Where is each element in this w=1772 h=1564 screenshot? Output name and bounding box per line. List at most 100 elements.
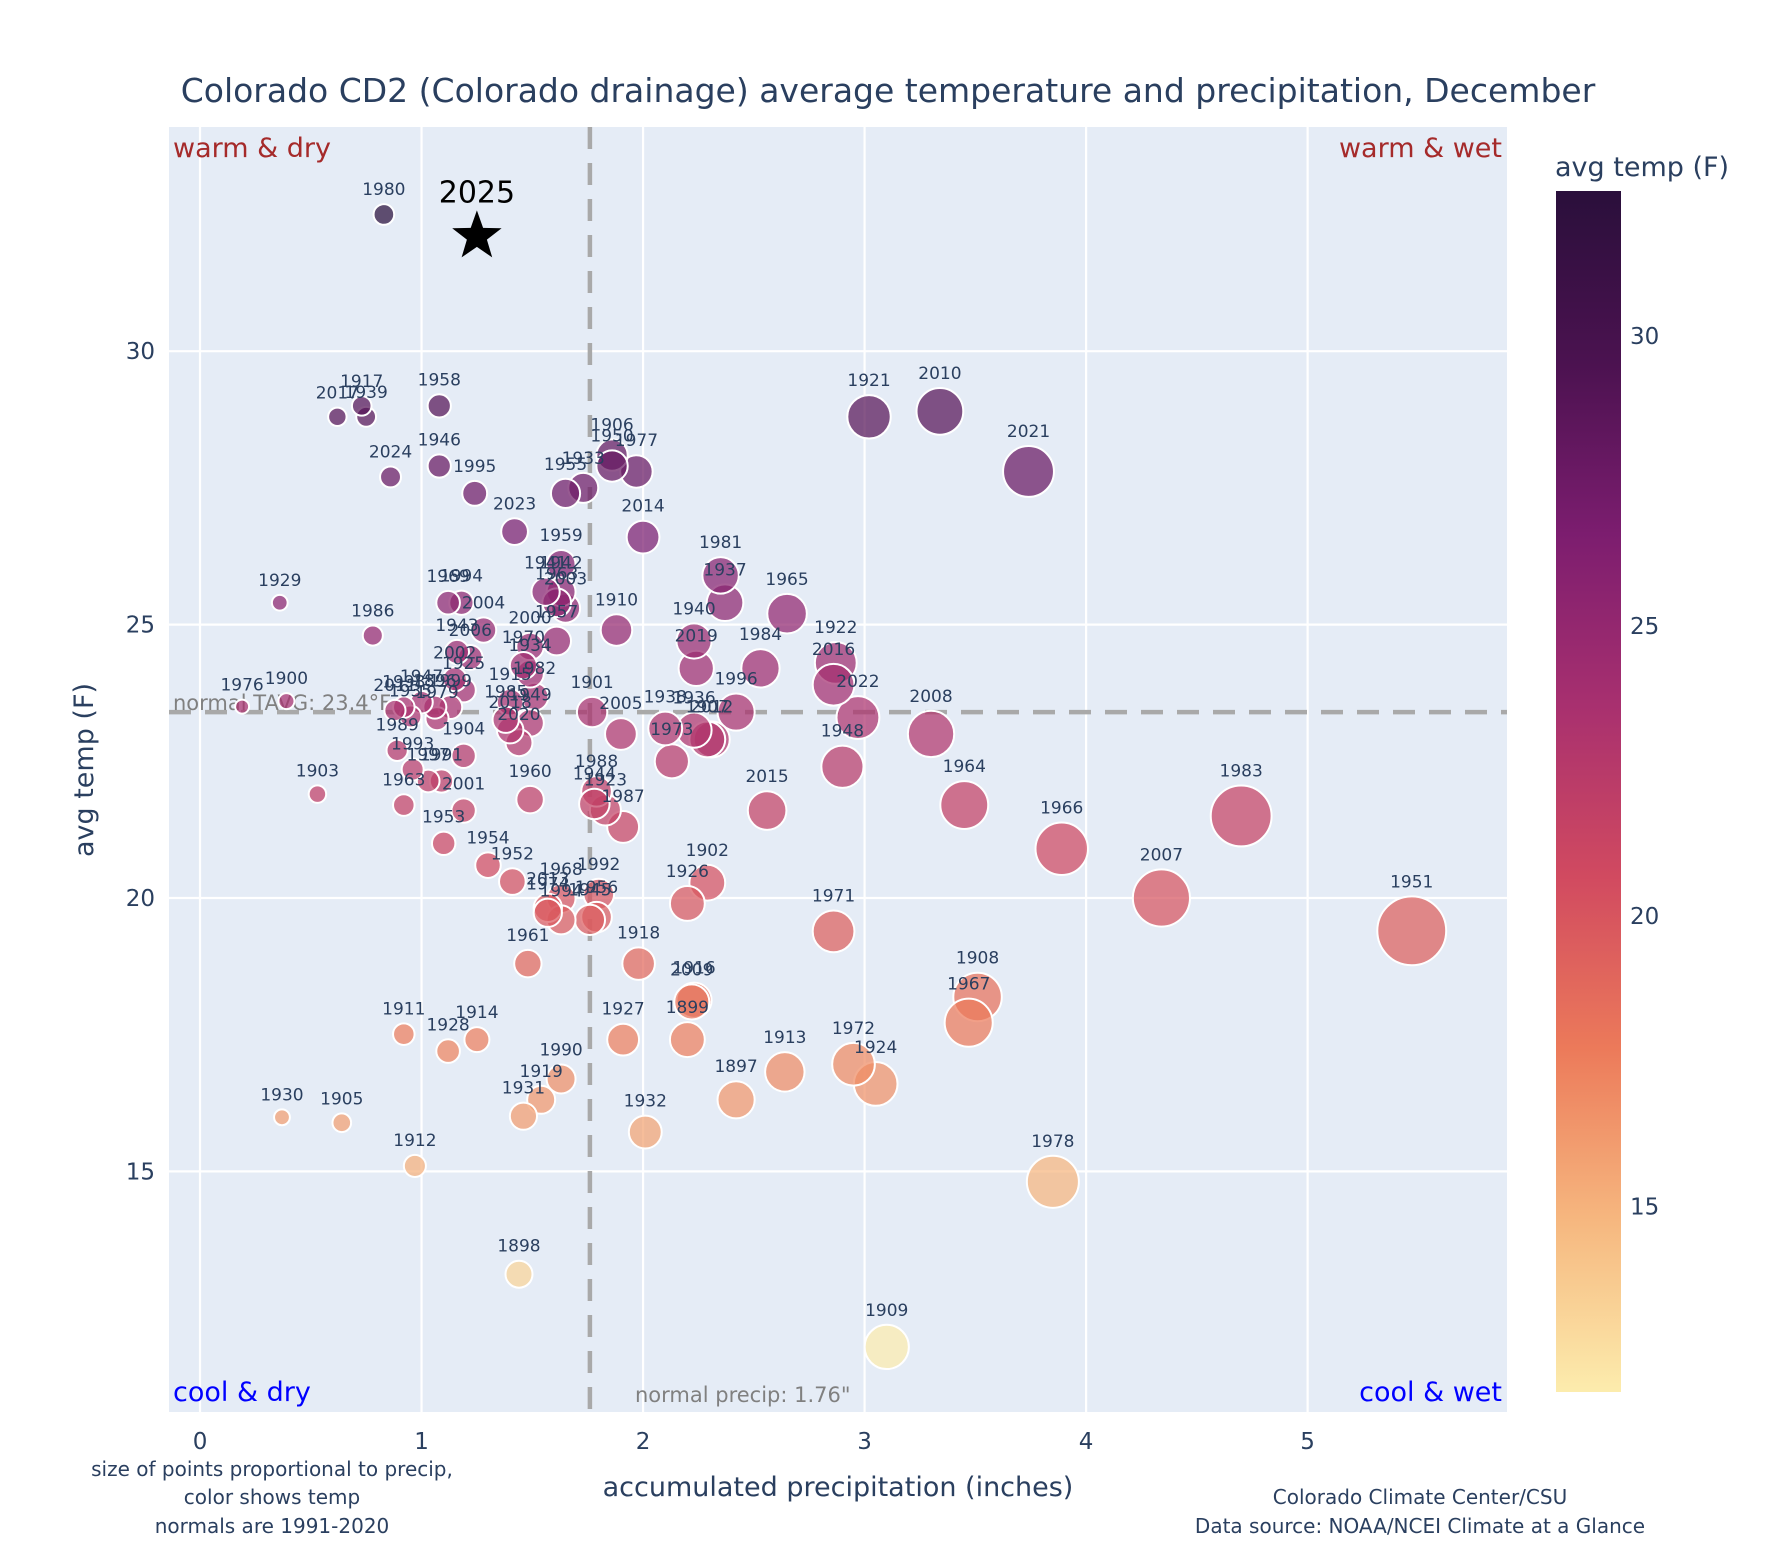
data-label: 2021 <box>1007 422 1050 442</box>
data-label: 1901 <box>570 673 613 693</box>
data-label: 1995 <box>453 457 496 477</box>
data-label: 1896 <box>413 672 456 692</box>
colorbar-tick-label: 30 <box>1630 324 1659 350</box>
x-tick-label: 2 <box>636 1429 651 1455</box>
note-left-line-2: color shows temp <box>184 1485 360 1509</box>
data-point <box>811 909 856 954</box>
data-label: 1932 <box>624 1092 667 1112</box>
data-point <box>426 393 452 419</box>
data-point <box>1131 868 1191 928</box>
data-point <box>1002 445 1055 498</box>
data-label: 1911 <box>382 999 425 1019</box>
data-point <box>273 1108 291 1127</box>
star-marker <box>452 210 502 258</box>
note-left-line-1: size of points proportional to precip, <box>91 1457 453 1481</box>
data-label: 1993 <box>391 735 434 755</box>
data-point <box>491 705 520 734</box>
data-point <box>1376 895 1448 967</box>
data-label: 1981 <box>699 533 742 553</box>
data-point <box>307 784 328 804</box>
data-point <box>627 1114 663 1150</box>
data-point <box>835 695 881 740</box>
x-tick-label: 4 <box>1079 1429 1094 1455</box>
data-point <box>435 589 461 616</box>
data-point <box>863 1323 910 1371</box>
x-tick-label: 0 <box>193 1429 208 1455</box>
data-label: 1957 <box>535 603 578 623</box>
data-label: 1982 <box>513 659 556 679</box>
data-label: 1952 <box>491 844 534 864</box>
data-label: 1971 <box>812 886 855 906</box>
data-label: 1928 <box>426 1015 469 1035</box>
data-label: 1954 <box>466 828 509 848</box>
quadrant-label-warm-dry: warm & dry <box>173 133 331 164</box>
colorbar <box>1556 191 1621 1392</box>
data-label: 1922 <box>814 618 857 638</box>
data-label: 1923 <box>584 770 627 790</box>
data-point <box>435 1038 461 1064</box>
data-label: 1999 <box>429 671 472 691</box>
data-label: 1908 <box>956 949 999 969</box>
data-label: 1992 <box>577 855 620 875</box>
data-point <box>450 742 477 770</box>
point-labels: 1951 1983 2007 1966 1978 2021 1908 1967 1964 2010… <box>220 180 1433 1321</box>
data-label: 1996 <box>714 670 757 690</box>
data-point <box>575 695 609 729</box>
data-label: 2014 <box>621 497 664 517</box>
data-label: 1935 <box>389 682 432 702</box>
data-label: 1921 <box>847 371 890 391</box>
data-label: 1945 <box>568 881 611 901</box>
data-label: 2005 <box>599 694 642 714</box>
data-label: 1947 <box>400 667 443 687</box>
data-label: 1969 <box>426 567 469 587</box>
data-label: 2022 <box>836 672 879 692</box>
data-label: 1990 <box>539 1041 582 1061</box>
data-label: 1915 <box>489 665 532 685</box>
data-label: 2001 <box>442 774 485 794</box>
data-label: 1968 <box>539 860 582 880</box>
data-point <box>270 593 289 612</box>
colorbar-title: avg temp (F) <box>1555 152 1729 183</box>
data-point <box>675 622 713 660</box>
data-label: 1943 <box>435 616 478 636</box>
data-label: 1959 <box>539 526 582 546</box>
data-point <box>331 1112 353 1134</box>
data-label: 1897 <box>714 1057 757 1077</box>
data-point <box>441 666 468 693</box>
data-label: 1976 <box>220 676 263 696</box>
data-point <box>508 651 539 681</box>
data-label: 2024 <box>369 442 412 462</box>
y-axis-title: avg temp (F) <box>69 683 100 857</box>
data-label: 2000 <box>508 609 551 629</box>
data-label: 1944 <box>573 765 616 785</box>
data-label: 2008 <box>909 687 952 707</box>
data-label: 1998 <box>382 672 425 692</box>
x-tick-label: 1 <box>414 1429 429 1455</box>
data-label: 1972 <box>832 1019 875 1039</box>
data-label: 1900 <box>265 669 308 689</box>
data-label: 1899 <box>666 998 709 1018</box>
data-label: 1927 <box>601 1000 644 1020</box>
data-label: 1994 <box>440 567 483 587</box>
data-point <box>1209 784 1273 848</box>
data-point <box>604 717 638 751</box>
data-label: 1934 <box>508 636 551 656</box>
data-point <box>450 797 477 824</box>
data-point <box>426 453 452 479</box>
data-label: 1985 <box>484 683 527 703</box>
data-point <box>766 592 808 635</box>
data-point <box>906 709 956 759</box>
colorbar-ticks: 15 20 25 30 <box>1630 324 1659 1220</box>
data-point <box>430 830 457 857</box>
data-point <box>746 790 788 831</box>
y-axis-ticks: 15 20 25 30 <box>126 339 155 1185</box>
data-label: 1919 <box>520 1062 563 1082</box>
note-left-line-3: normals are 1991-2020 <box>155 1514 390 1538</box>
data-label: 1936 <box>672 689 715 709</box>
data-point <box>508 1101 539 1131</box>
data-point <box>500 517 529 547</box>
data-point <box>701 556 740 595</box>
data-label: 1970 <box>502 628 545 648</box>
data-label: 1946 <box>418 430 461 450</box>
data-point <box>599 613 634 647</box>
